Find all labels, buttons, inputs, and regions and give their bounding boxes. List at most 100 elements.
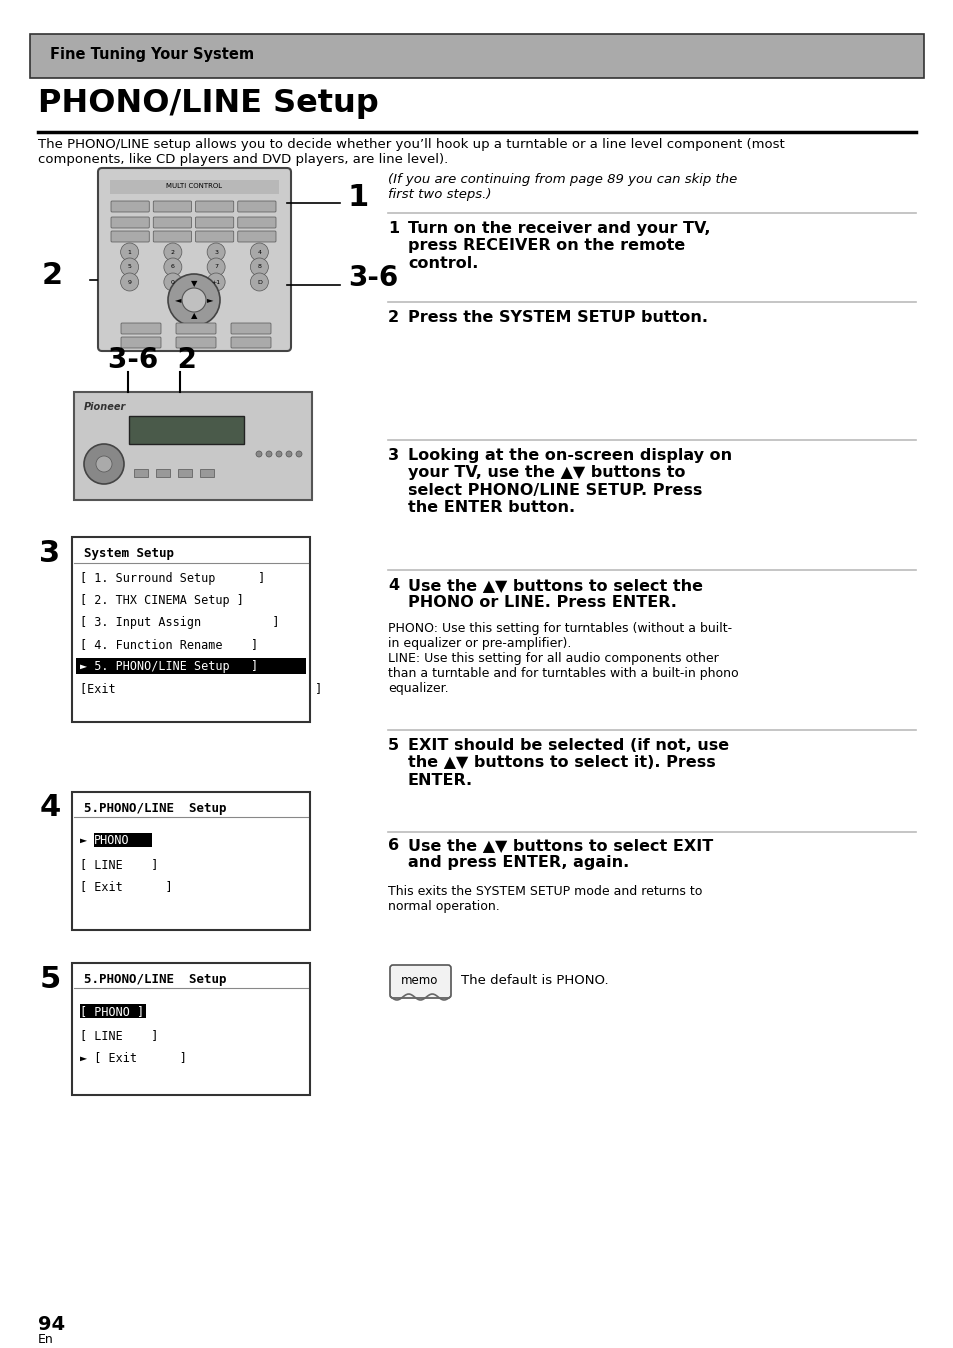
Text: 1: 1 — [388, 221, 398, 236]
Circle shape — [164, 257, 182, 276]
Text: 3-6  2: 3-6 2 — [108, 346, 196, 373]
Circle shape — [286, 452, 292, 457]
Text: 3: 3 — [213, 249, 218, 255]
Text: EXIT should be selected (if not, use
the ▲▼ buttons to select it). Press
ENTER.: EXIT should be selected (if not, use the… — [408, 737, 728, 787]
Bar — [178, 469, 192, 477]
Text: 4: 4 — [257, 249, 261, 255]
FancyBboxPatch shape — [121, 337, 161, 348]
Text: This exits the SYSTEM SETUP mode and returns to
normal operation.: This exits the SYSTEM SETUP mode and ret… — [388, 886, 701, 913]
Text: PHONO/LINE Setup: PHONO/LINE Setup — [38, 88, 378, 119]
Circle shape — [250, 274, 268, 291]
FancyBboxPatch shape — [195, 217, 233, 228]
Bar — [110, 181, 278, 194]
Text: ◄: ◄ — [174, 295, 181, 305]
Text: ►: ► — [80, 834, 87, 847]
FancyBboxPatch shape — [153, 231, 192, 243]
Text: 5: 5 — [128, 264, 132, 270]
Text: 1: 1 — [128, 249, 132, 255]
Text: (If you are continuing from page 89 you can skip the
first two steps.): (If you are continuing from page 89 you … — [388, 173, 737, 201]
FancyBboxPatch shape — [175, 324, 215, 334]
Circle shape — [295, 452, 302, 457]
Text: D: D — [256, 279, 261, 284]
Bar — [80, 1004, 146, 1018]
Circle shape — [275, 452, 282, 457]
Text: ► [ Exit      ]: ► [ Exit ] — [80, 1051, 187, 1064]
Text: Use the ▲▼ buttons to select the
PHONO or LINE. Press ENTER.: Use the ▲▼ buttons to select the PHONO o… — [408, 578, 702, 611]
Text: [ LINE    ]: [ LINE ] — [80, 857, 158, 871]
Text: ▲: ▲ — [191, 311, 197, 321]
Text: MULTI CONTROL: MULTI CONTROL — [166, 183, 222, 189]
Bar — [156, 469, 170, 477]
Bar — [133, 469, 148, 477]
Circle shape — [164, 274, 182, 291]
Circle shape — [168, 274, 220, 326]
Text: ▼: ▼ — [191, 279, 197, 288]
Text: 2: 2 — [41, 260, 63, 290]
Text: [ 3. Input Assign          ]: [ 3. Input Assign ] — [80, 616, 279, 630]
FancyBboxPatch shape — [237, 217, 275, 228]
Text: 5.PHONO/LINE  Setup: 5.PHONO/LINE Setup — [84, 802, 226, 816]
FancyBboxPatch shape — [71, 962, 310, 1095]
Circle shape — [120, 274, 138, 291]
Text: 3: 3 — [388, 448, 398, 462]
FancyBboxPatch shape — [111, 217, 149, 228]
Circle shape — [182, 288, 206, 311]
FancyBboxPatch shape — [231, 337, 271, 348]
Circle shape — [120, 243, 138, 262]
FancyBboxPatch shape — [71, 537, 310, 723]
Text: En: En — [38, 1333, 53, 1347]
Text: 9: 9 — [128, 279, 132, 284]
Circle shape — [266, 452, 272, 457]
Text: [ Exit      ]: [ Exit ] — [80, 880, 172, 892]
Text: The default is PHONO.: The default is PHONO. — [460, 975, 608, 987]
Bar — [129, 417, 244, 443]
Text: 3: 3 — [39, 538, 60, 568]
Circle shape — [84, 443, 124, 484]
FancyBboxPatch shape — [237, 231, 275, 243]
Text: Fine Tuning Your System: Fine Tuning Your System — [50, 47, 253, 62]
Text: 94: 94 — [38, 1316, 65, 1335]
Text: memo: memo — [401, 973, 438, 987]
Text: 2: 2 — [388, 310, 398, 325]
Text: 2: 2 — [171, 249, 174, 255]
Text: 5: 5 — [388, 737, 398, 754]
Circle shape — [207, 257, 225, 276]
Text: The PHONO/LINE setup allows you to decide whether you’ll hook up a turntable or : The PHONO/LINE setup allows you to decid… — [38, 137, 784, 166]
Text: [ PHONO ]: [ PHONO ] — [80, 1006, 144, 1018]
Text: +1: +1 — [212, 279, 220, 284]
Text: Press the SYSTEM SETUP button.: Press the SYSTEM SETUP button. — [408, 310, 707, 325]
Circle shape — [164, 243, 182, 262]
Text: [ 2. THX CINEMA Setup ]: [ 2. THX CINEMA Setup ] — [80, 594, 244, 607]
FancyBboxPatch shape — [195, 231, 233, 243]
Text: Turn on the receiver and your TV,
press RECEIVER on the remote
control.: Turn on the receiver and your TV, press … — [408, 221, 710, 271]
FancyBboxPatch shape — [195, 201, 233, 212]
Text: 5.PHONO/LINE  Setup: 5.PHONO/LINE Setup — [84, 973, 226, 985]
FancyBboxPatch shape — [231, 324, 271, 334]
FancyBboxPatch shape — [237, 201, 275, 212]
Text: 5: 5 — [39, 965, 61, 993]
FancyBboxPatch shape — [71, 793, 310, 930]
Text: 8: 8 — [257, 264, 261, 270]
Text: [Exit                            ]: [Exit ] — [80, 682, 322, 696]
FancyBboxPatch shape — [121, 324, 161, 334]
Text: Looking at the on-screen display on
your TV, use the ▲▼ buttons to
select PHONO/: Looking at the on-screen display on your… — [408, 448, 731, 515]
Circle shape — [250, 257, 268, 276]
Text: 6: 6 — [171, 264, 174, 270]
Text: 6: 6 — [388, 838, 398, 853]
Text: 1: 1 — [348, 183, 369, 213]
Text: PHONO: PHONO — [94, 834, 130, 847]
Circle shape — [120, 257, 138, 276]
Bar — [200, 469, 213, 477]
Circle shape — [96, 456, 112, 472]
Text: ► 5. PHONO/LINE Setup   ]: ► 5. PHONO/LINE Setup ] — [80, 661, 258, 673]
FancyBboxPatch shape — [111, 231, 149, 243]
Text: 3-6: 3-6 — [348, 264, 397, 293]
Text: 4: 4 — [388, 578, 398, 593]
FancyBboxPatch shape — [153, 201, 192, 212]
FancyBboxPatch shape — [111, 201, 149, 212]
Text: Use the ▲▼ buttons to select EXIT
and press ENTER, again.: Use the ▲▼ buttons to select EXIT and pr… — [408, 838, 713, 871]
Text: Pioneer: Pioneer — [84, 402, 126, 412]
Text: 0: 0 — [171, 279, 174, 284]
Circle shape — [207, 274, 225, 291]
FancyBboxPatch shape — [74, 392, 312, 500]
